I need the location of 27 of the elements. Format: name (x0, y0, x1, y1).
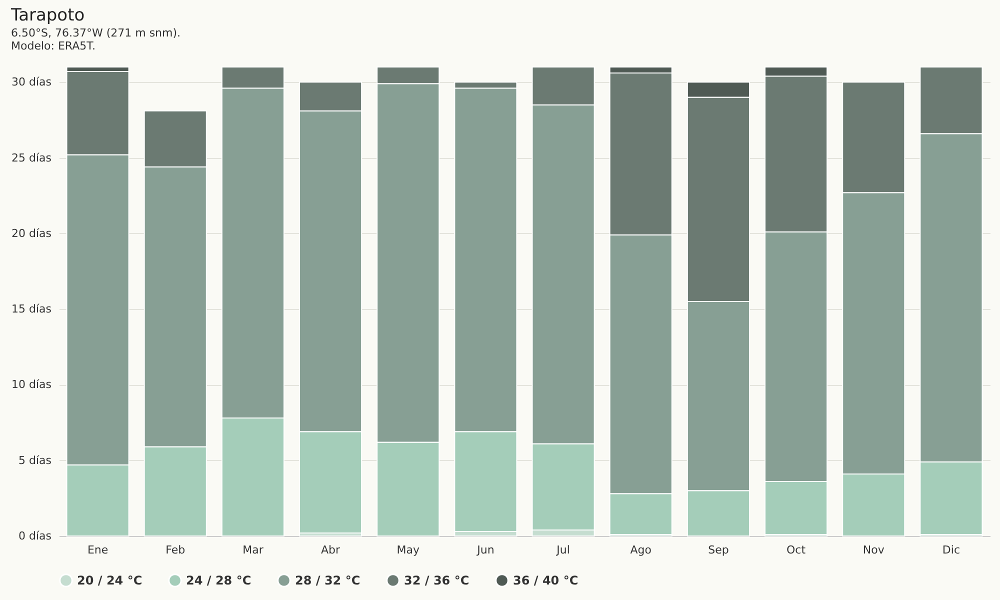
x-tick-label: Mar (242, 544, 264, 556)
y-tick-label: 20 días (11, 226, 52, 240)
y-tick-label: 30 días (11, 76, 52, 89)
x-tick-label: Jul (556, 544, 570, 556)
chart-title: Tarapoto (10, 6, 85, 26)
x-tick-label: Sep (708, 544, 729, 556)
y-tick-label: 15 días (11, 302, 52, 316)
x-tick-label: Ago (630, 544, 652, 556)
y-tick-label: 5 días (18, 454, 52, 467)
legend-label: 24 / 28 °C (186, 573, 252, 588)
legend-label: 20 / 24 °C (77, 573, 142, 588)
x-tick-label: Jun (476, 544, 494, 556)
x-tick-label: Abr (321, 544, 341, 556)
text: Modelo: ERA5T. (10, 40, 96, 52)
x-tick-label: Feb (166, 544, 186, 556)
y-tick-label: 0 días (18, 530, 52, 542)
legend-label: 36 / 40 °C (513, 573, 578, 588)
y-tick-label: 25 días (11, 151, 52, 164)
x-tick-label: Oct (786, 544, 806, 556)
x-tick-label: May (396, 544, 420, 556)
x-tick-label: Nov (862, 544, 885, 556)
y-tick-label: 10 días (11, 378, 52, 392)
x-tick-label: Ene (87, 544, 108, 556)
x-tick-label: Dic (942, 544, 960, 556)
chart-subtitle: 6.50°S, 76.37°W (271 m snm). (10, 26, 181, 40)
legend-label: 32 / 36 °C (404, 573, 470, 588)
legend-label: 28 / 32 °C (295, 573, 360, 588)
